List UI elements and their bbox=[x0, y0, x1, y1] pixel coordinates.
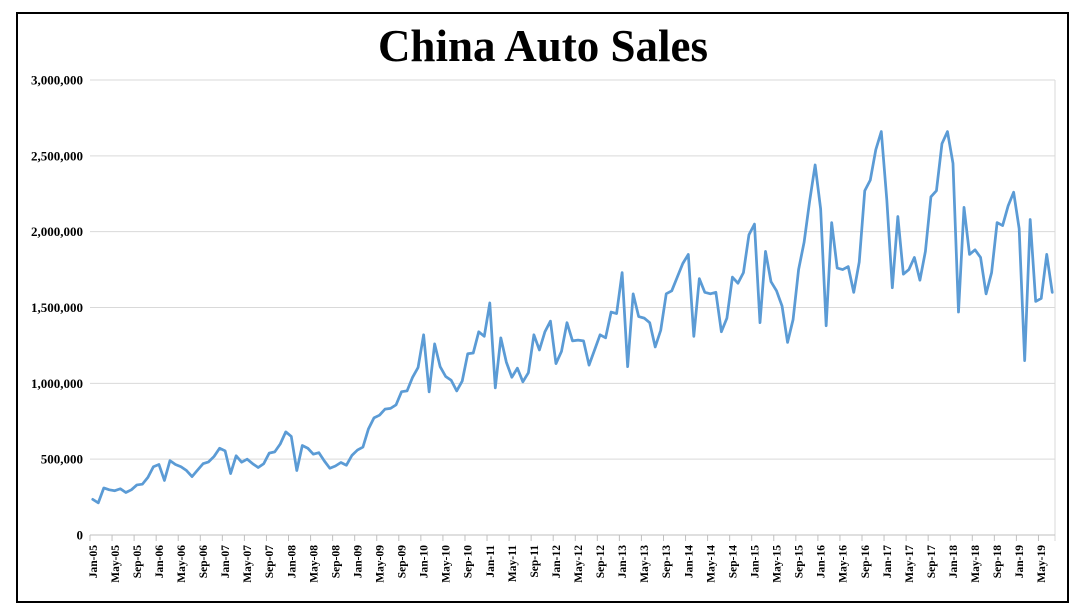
x-axis-label: Sep-16 bbox=[860, 545, 872, 578]
x-axis-label: Sep-08 bbox=[330, 545, 342, 578]
x-axis-label: Jan-11 bbox=[485, 545, 497, 578]
y-axis-label: 3,000,000 bbox=[31, 73, 83, 88]
x-axis-label: May-10 bbox=[441, 545, 453, 583]
y-axis-label: 500,000 bbox=[41, 452, 83, 467]
y-axis-label: 1,000,000 bbox=[31, 376, 83, 391]
x-axis-label: Jan-16 bbox=[816, 545, 828, 578]
x-axis-label: Sep-15 bbox=[794, 545, 806, 578]
x-axis-label: Jan-13 bbox=[617, 545, 629, 578]
x-axis-label: Sep-18 bbox=[992, 545, 1004, 578]
x-axis-label: Jan-17 bbox=[882, 545, 894, 578]
x-axis-label: Jan-18 bbox=[948, 545, 960, 578]
x-axis-label: Sep-12 bbox=[595, 545, 607, 578]
x-axis-label: May-15 bbox=[772, 545, 784, 583]
x-axis-label: Sep-11 bbox=[529, 545, 541, 578]
y-axis-label: 2,000,000 bbox=[31, 224, 83, 239]
x-axis-label: Sep-13 bbox=[661, 545, 673, 578]
x-axis-label: Jan-07 bbox=[220, 545, 232, 578]
x-axis-label: Jan-05 bbox=[88, 545, 100, 578]
y-axis-label: 2,500,000 bbox=[31, 148, 83, 163]
chart-title: China Auto Sales bbox=[377, 21, 709, 71]
x-axis-label: Jan-19 bbox=[1014, 545, 1026, 578]
x-axis-label: May-14 bbox=[705, 545, 717, 583]
y-axis-label: 0 bbox=[77, 528, 84, 543]
x-axis-label: Jan-15 bbox=[749, 545, 761, 578]
x-axis-label: Jan-10 bbox=[419, 545, 431, 578]
y-axis-label: 1,500,000 bbox=[31, 300, 83, 315]
x-axis-label: Sep-14 bbox=[727, 545, 739, 578]
x-axis-label: Sep-10 bbox=[463, 545, 475, 578]
x-axis-label: May-05 bbox=[110, 545, 122, 583]
x-axis-label: May-13 bbox=[639, 545, 651, 583]
x-axis-label: Jan-09 bbox=[352, 545, 364, 578]
x-axis-label: May-07 bbox=[242, 545, 254, 583]
x-axis-label: Sep-06 bbox=[198, 545, 210, 578]
x-axis-label: Sep-09 bbox=[397, 545, 409, 578]
sales-line-series bbox=[91, 130, 1054, 505]
x-axis-label: May-12 bbox=[573, 545, 585, 583]
x-axis-label: May-08 bbox=[308, 545, 320, 583]
x-axis-label: May-16 bbox=[838, 545, 850, 583]
x-axis-label: Sep-05 bbox=[132, 545, 144, 578]
x-axis-label: May-19 bbox=[1036, 545, 1048, 583]
x-axis-label: Jan-12 bbox=[551, 545, 563, 578]
x-axis-label: Sep-07 bbox=[264, 545, 276, 578]
x-axis-label: May-06 bbox=[176, 545, 188, 583]
x-axis-label: Jan-08 bbox=[286, 545, 298, 578]
x-axis-label: May-11 bbox=[507, 545, 519, 582]
x-axis-label: Jan-14 bbox=[683, 545, 695, 578]
x-axis-label: May-17 bbox=[904, 545, 916, 583]
x-axis-label: Sep-17 bbox=[926, 545, 938, 578]
x-axis-label: Jan-06 bbox=[154, 545, 166, 578]
x-axis-label: May-09 bbox=[375, 545, 387, 583]
x-axis-label: May-18 bbox=[970, 545, 982, 583]
